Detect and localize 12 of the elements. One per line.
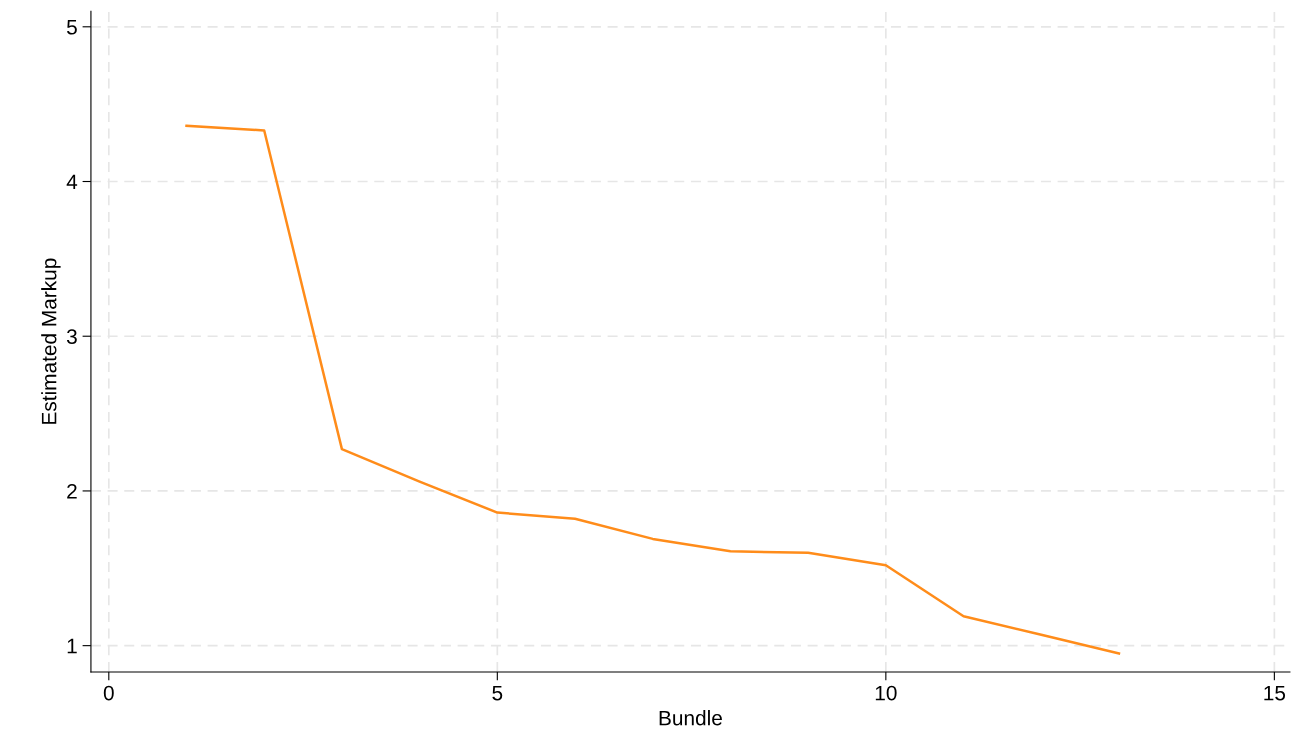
x-tick-label: 5 (492, 685, 503, 701)
x-axis-title: Bundle (659, 710, 722, 726)
line-series (185, 124, 1121, 655)
x-tick-label: 15 (1264, 685, 1286, 701)
y-tick-label: 1 (67, 638, 77, 654)
x-tick-label: 10 (875, 685, 897, 701)
y-tick-label: 2 (67, 483, 77, 499)
y-axis-title: Estimated Markup (41, 258, 61, 424)
y-tick-label: 5 (66, 20, 77, 35)
y-tick-label: 3 (66, 329, 77, 344)
x-tick-label: 0 (103, 685, 114, 701)
y-tick-label: 4 (66, 174, 78, 190)
